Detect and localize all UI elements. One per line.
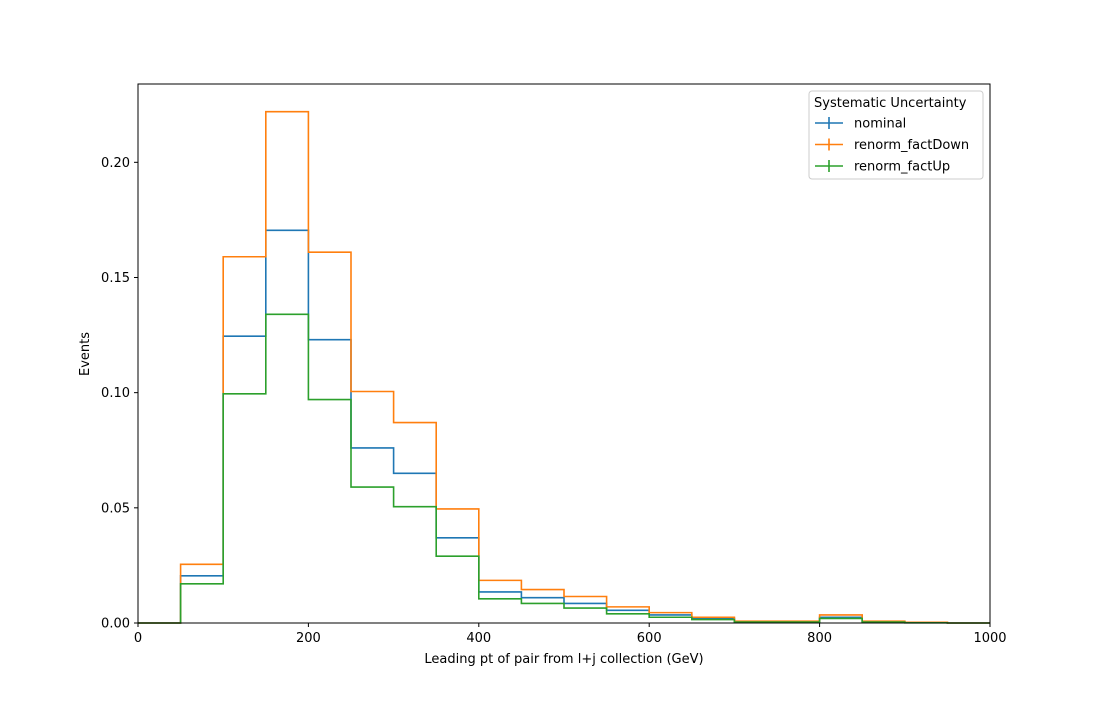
plot-frame: [137, 83, 991, 624]
y-axis-label: Events: [78, 332, 93, 376]
legend-label: renorm_factUp: [854, 160, 950, 175]
x-tick-label: 1000: [973, 631, 1006, 646]
y-axis: 0.00 0.05 0.10 0.15 0.20: [101, 156, 138, 632]
series-line-2: [138, 313, 990, 624]
y-tick-label: 0.10: [101, 386, 130, 401]
x-tick-label: 400: [466, 631, 491, 646]
legend-label: nominal: [854, 117, 906, 132]
series-line-0: [138, 229, 990, 624]
legend-box: [808, 90, 984, 180]
series-layer: [138, 110, 990, 624]
y-tick-label: 0.20: [101, 156, 130, 171]
series-line-1: [138, 110, 990, 624]
legend-title: Systematic Uncertainty: [814, 96, 967, 111]
x-axis-label: Leading pt of pair from l+j collection (…: [424, 652, 703, 667]
x-tick-label: 0: [134, 631, 142, 646]
y-tick-label: 0.05: [101, 501, 130, 516]
x-tick-label: 600: [637, 631, 662, 646]
legend-label: renorm_factDown: [854, 138, 969, 153]
legend: Systematic Uncertainty nominal renorm_fac…: [808, 90, 984, 180]
y-tick-label: 0.00: [101, 617, 130, 632]
x-tick-label: 200: [296, 631, 321, 646]
y-tick-label: 0.15: [101, 271, 130, 286]
x-axis: 0 200 400 600 800 1000: [134, 623, 1007, 646]
legend-items: nominal renorm_factDown renorm_factUp: [815, 117, 969, 175]
x-tick-label: 800: [807, 631, 832, 646]
